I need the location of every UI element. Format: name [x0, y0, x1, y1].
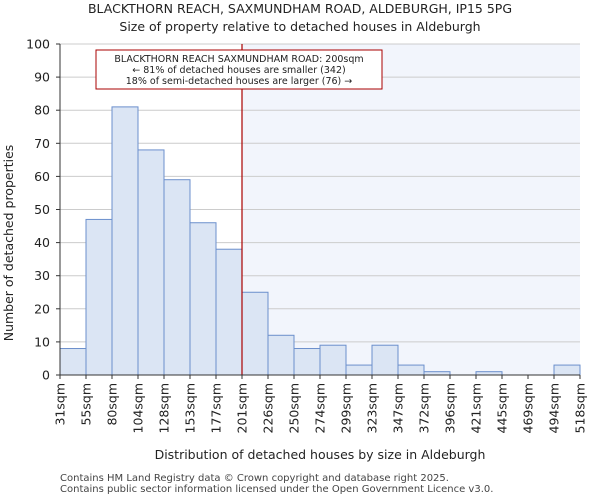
- y-tick-label: 30: [34, 268, 50, 283]
- y-tick-label: 60: [34, 169, 50, 184]
- x-tick-label: 250sqm: [287, 383, 302, 433]
- x-tick-label: 421sqm: [469, 383, 484, 433]
- x-tick-label: 31sqm: [53, 383, 68, 426]
- x-tick-label: 494sqm: [547, 383, 562, 433]
- x-tick-label: 226sqm: [261, 383, 276, 433]
- bar-177sqm: [215, 248, 243, 376]
- x-tick-labels: 31sqm 55sqm 80sqm 104sqm 128sqm 153sqm 177sqm 2…: [53, 375, 588, 433]
- bar-274sqm: [319, 344, 347, 376]
- y-tick-label: 90: [34, 70, 50, 85]
- bar-104sqm: [137, 149, 165, 376]
- bar-250sqm: [293, 348, 321, 376]
- x-axis-label: Distribution of detached houses by size …: [155, 447, 486, 462]
- footer-copyright: Contains HM Land Registry data © Crown c…: [60, 473, 449, 484]
- x-tick-label: 104sqm: [131, 383, 146, 433]
- bars: [59, 106, 581, 376]
- x-tick-label: 153sqm: [183, 383, 198, 433]
- x-tick-label: 177sqm: [209, 383, 224, 433]
- bar-323sqm: [371, 344, 399, 376]
- annotation-frame: [95, 49, 383, 90]
- y-tick-label: 50: [34, 202, 50, 217]
- bar-55sqm: [85, 218, 113, 376]
- x-tick-label: 396sqm: [443, 383, 458, 433]
- x-tick-label: 323sqm: [365, 383, 380, 433]
- y-tick-label: 20: [34, 301, 50, 316]
- x-tick-label: 372sqm: [417, 383, 432, 433]
- bar-80sqm: [111, 106, 139, 376]
- y-tick-labels: 0 10 20 30 40 50 60 70 80 90 100: [26, 37, 60, 383]
- chart-title: BLACKTHORN REACH, SAXMUNDHAM ROAD, ALDEB…: [87, 1, 513, 16]
- bar-494sqm: [553, 364, 581, 376]
- bar-201sqm: [241, 291, 269, 376]
- x-tick-label: 469sqm: [521, 383, 536, 433]
- chart-subtitle: Size of property relative to detached ho…: [119, 19, 481, 34]
- bar-226sqm: [267, 334, 295, 376]
- x-tick-label: 80sqm: [105, 383, 120, 426]
- annotation-line-1: BLACKTHORN REACH SAXMUNDHAM ROAD: 200sqm: [114, 54, 363, 65]
- x-tick-label: 445sqm: [495, 383, 510, 433]
- y-tick-label: 10: [34, 334, 50, 349]
- bar-128sqm: [163, 179, 191, 376]
- annotation-box: BLACKTHORN REACH SAXMUNDHAM ROAD: 200sqm…: [95, 49, 383, 90]
- annotation-line-2: ← 81% of detached houses are smaller (34…: [132, 65, 345, 76]
- y-tick-label: 70: [34, 136, 50, 151]
- bar-153sqm: [189, 222, 217, 376]
- bar-347sqm: [397, 364, 425, 376]
- x-tick-label: 518sqm: [573, 383, 588, 433]
- bar-31sqm: [59, 348, 87, 376]
- footer-licence: Contains public sector information licen…: [60, 484, 494, 495]
- annotation-line-3: 18% of semi-detached houses are larger (…: [126, 76, 353, 87]
- x-tick-label: 299sqm: [339, 383, 354, 433]
- x-tick-label: 201sqm: [235, 383, 250, 433]
- x-tick-label: 274sqm: [313, 383, 328, 433]
- y-tick-label: 100: [26, 37, 50, 52]
- bar-299sqm: [345, 364, 373, 376]
- y-tick-label: 80: [34, 103, 50, 118]
- x-tick-label: 55sqm: [79, 383, 94, 426]
- x-tick-label: 347sqm: [391, 383, 406, 433]
- y-axis-label: Number of detached properties: [1, 145, 16, 342]
- y-tick-label: 40: [34, 235, 50, 250]
- x-tick-label: 128sqm: [157, 383, 172, 433]
- y-tick-label: 0: [42, 368, 50, 383]
